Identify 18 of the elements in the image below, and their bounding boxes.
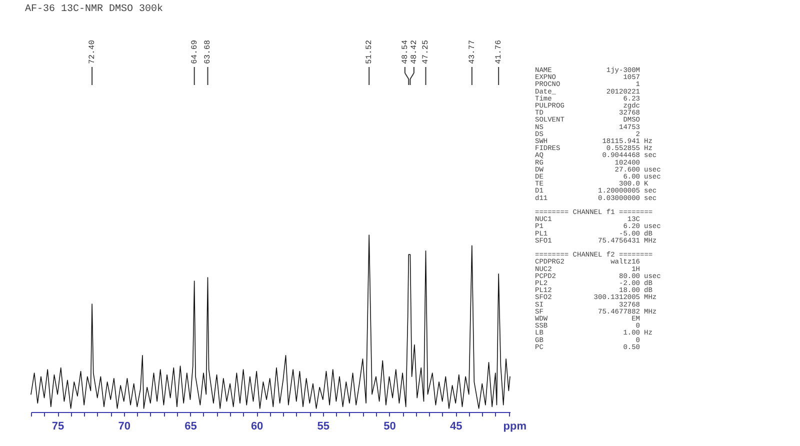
- x-tick-label: 50: [384, 420, 396, 432]
- annotation: 48.42: [410, 40, 419, 64]
- annotation: 64.69: [190, 40, 200, 64]
- chart-title: AF-36 13C-NMR DMSO 300k: [25, 3, 164, 15]
- x-tick-label: 70: [118, 420, 131, 432]
- annotation: 72.40: [88, 40, 98, 64]
- annotation: 47.25: [422, 40, 431, 64]
- annotation: 63.68: [204, 40, 213, 64]
- annotation: 43.77: [468, 40, 477, 64]
- x-tick-label: 75: [52, 420, 64, 432]
- x-tick-label: 45: [450, 420, 462, 432]
- x-tick-label: 65: [184, 420, 197, 432]
- annotation: 41.76: [494, 40, 504, 64]
- annotation: 51.52: [365, 40, 374, 64]
- annotation: 48.54: [400, 40, 410, 64]
- x-tick-label: 60: [250, 420, 264, 432]
- x-tick-label: 55: [317, 420, 330, 432]
- x-axis-title: ppm: [503, 420, 527, 432]
